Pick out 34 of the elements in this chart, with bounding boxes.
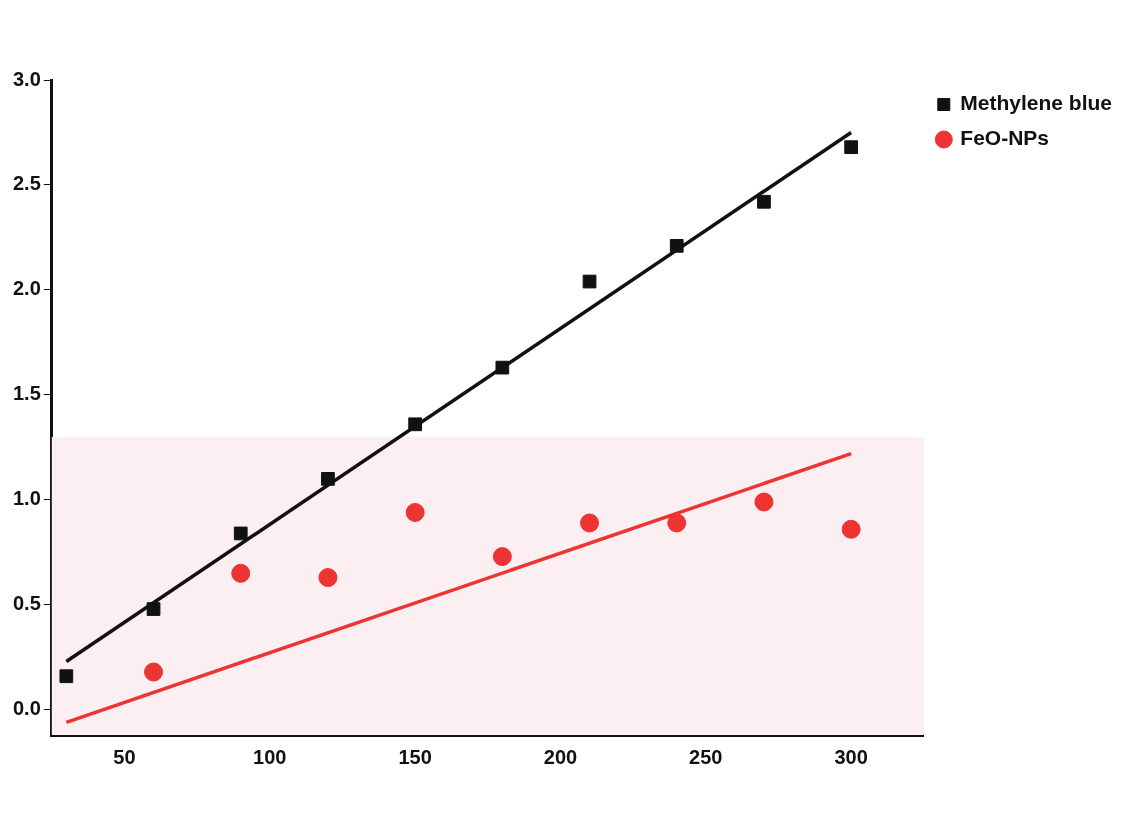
y-tick-label: 3.0 [12,67,41,90]
x-tick-label: 300 [834,745,868,768]
x-tick-label: 50 [113,745,136,768]
point [144,662,164,682]
y-tick-label: 2.0 [12,277,41,300]
point [667,513,687,533]
point [408,417,422,432]
y-tick-label: 0.5 [12,592,41,615]
point [318,568,338,588]
x-tick-label: 200 [543,745,578,768]
point [495,360,510,375]
x-tick-label: 150 [398,745,432,768]
point [231,563,251,583]
point [492,547,512,567]
point [757,194,771,209]
point [405,502,425,522]
point [580,513,600,533]
y-tick-label: 1.0 [12,487,41,510]
x-tick-label: 100 [253,745,287,768]
point [146,602,161,616]
x-tick-label: 250 [689,745,723,768]
y-tick-label: 0.0 [12,697,41,720]
legend-label: Methylene blue [960,91,1113,115]
point [844,140,858,155]
point [841,519,861,539]
y-tick-label: 1.5 [12,382,41,405]
point [582,274,597,289]
legend-label: FeO-NPs [960,126,1049,150]
point [321,472,335,486]
point [233,526,248,541]
point [59,669,74,684]
y-tick-label: 2.5 [12,172,41,195]
point [669,238,684,253]
point [754,492,774,512]
